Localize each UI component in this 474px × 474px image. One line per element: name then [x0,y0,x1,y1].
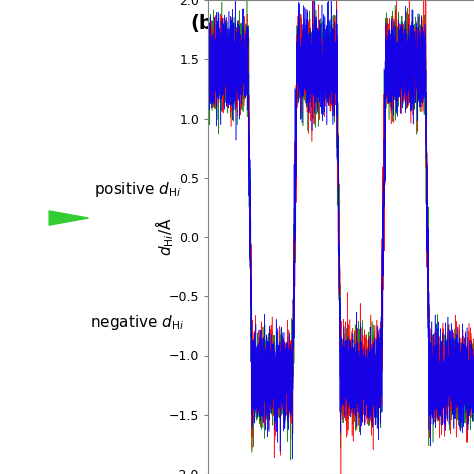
Text: (b): (b) [191,14,222,33]
Y-axis label: $d_{\mathrm{H}i}$/Å: $d_{\mathrm{H}i}$/Å [153,218,176,256]
Text: negative $d_{\mathrm{H}i}$: negative $d_{\mathrm{H}i}$ [91,313,185,332]
Text: positive $d_{\mathrm{H}i}$: positive $d_{\mathrm{H}i}$ [94,180,181,199]
Polygon shape [49,211,89,225]
